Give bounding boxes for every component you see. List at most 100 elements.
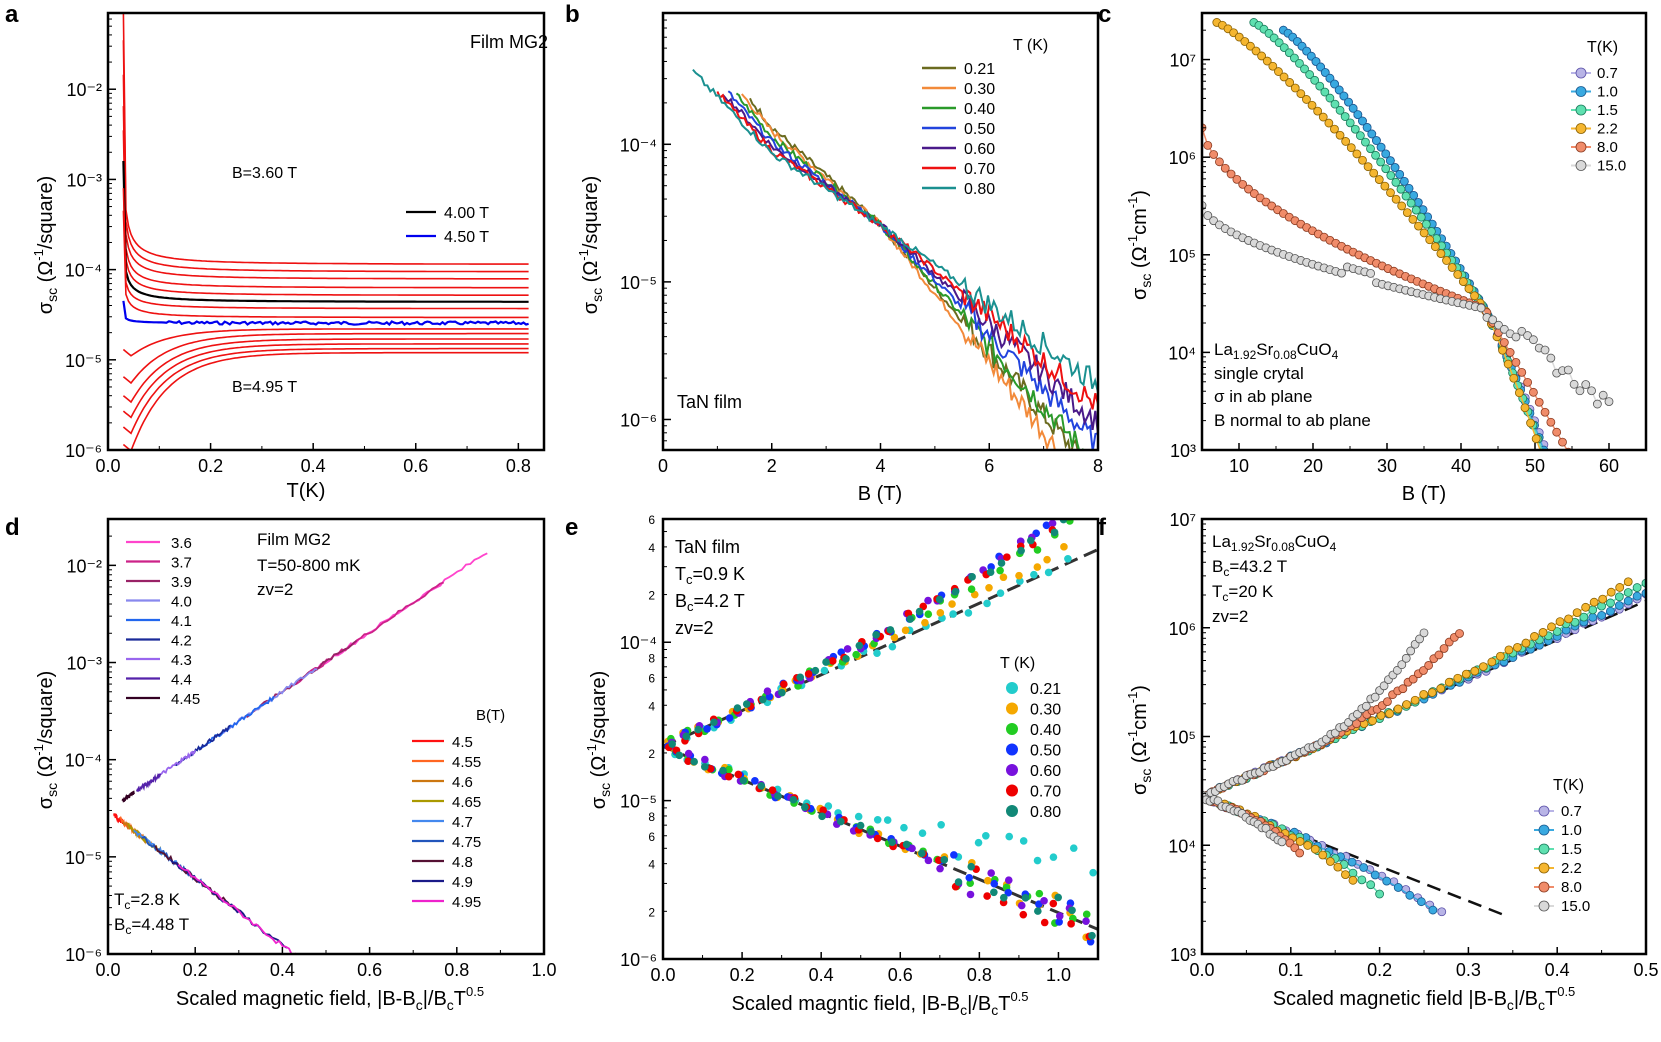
legend-marker-8.0 bbox=[1575, 141, 1587, 153]
point-1.0 bbox=[1572, 540, 1580, 548]
point-down-0.40 bbox=[1035, 889, 1044, 898]
point-1.5 bbox=[1289, 53, 1299, 63]
point-down-0.21 bbox=[883, 816, 892, 824]
point-8.0 bbox=[1383, 697, 1392, 707]
point-up-0.50 bbox=[703, 725, 711, 733]
panel-letter-e: e bbox=[565, 514, 578, 541]
x-tick-label: 0.4 bbox=[809, 965, 834, 985]
series-0.50 bbox=[727, 90, 1098, 450]
point-down-0.60 bbox=[1017, 901, 1026, 910]
point-1.5 bbox=[1569, 540, 1577, 548]
point-2.2 bbox=[1530, 632, 1539, 641]
point-up-0.60 bbox=[924, 596, 932, 605]
point-8.0 bbox=[1232, 174, 1242, 184]
point-0.7 bbox=[1572, 531, 1580, 539]
point-down-0.80 bbox=[1034, 907, 1042, 915]
x-tick-label: 1.0 bbox=[1046, 965, 1071, 985]
legend-label-4.55: 4.55 bbox=[452, 754, 481, 771]
legend-label-3.9: 3.9 bbox=[171, 574, 192, 591]
point-down-0.80 bbox=[757, 782, 766, 790]
panel-d-annotation-1: T=50-800 mK bbox=[257, 556, 361, 575]
point-1.5 bbox=[1585, 590, 1593, 598]
point-down-0.21 bbox=[1033, 856, 1042, 865]
point-2.2 bbox=[1470, 291, 1479, 301]
panel-e-annotation-3: zv=2 bbox=[675, 618, 714, 638]
x-tick-label: 0.0 bbox=[650, 965, 675, 985]
point-8.0 bbox=[1511, 358, 1521, 367]
point-2.2 bbox=[1549, 484, 1557, 492]
panel-a-annotation: Film MG2 bbox=[470, 32, 548, 52]
point-2.2 bbox=[1325, 857, 1335, 866]
point-15.0 bbox=[1337, 268, 1346, 278]
point-1.0 bbox=[1347, 857, 1357, 867]
point-8.0 bbox=[1540, 407, 1550, 417]
point-15.0 bbox=[1598, 390, 1608, 400]
point-8.0 bbox=[1534, 397, 1544, 407]
point-1.0 bbox=[1623, 596, 1633, 606]
x-tick-label: 0.6 bbox=[403, 456, 428, 476]
point-down-0.70 bbox=[983, 892, 991, 900]
panel-e-xlabel: Scaled magntic field, |B-Bc|/BcT0.5 bbox=[731, 989, 1028, 1018]
point-2.2 bbox=[1464, 284, 1474, 294]
y-tick-label: 10⁻⁶ bbox=[620, 950, 657, 970]
panel-d: 0.0 0.2 0.4 0.6 0.8 1.0 10⁻⁶ 10⁻⁵ 10⁻⁴ 10⁻³ 10⁻² F… bbox=[31, 517, 557, 1013]
curve-red bbox=[122, 188, 529, 310]
point-8.0 bbox=[1408, 674, 1418, 684]
point-1.5 bbox=[1544, 464, 1552, 472]
point-1.0 bbox=[1358, 116, 1367, 126]
point-1.5 bbox=[1345, 118, 1355, 128]
legend-label-4.3: 4.3 bbox=[171, 652, 192, 669]
y-minor-label: 8 bbox=[648, 652, 655, 666]
y-tick-label: 10⁶ bbox=[1169, 148, 1196, 168]
point-1.5 bbox=[1330, 99, 1340, 109]
point-1.5 bbox=[1575, 556, 1583, 564]
point-down-0.40 bbox=[1082, 910, 1091, 919]
panel-e-ylabel: σsc (Ω-1/square) bbox=[584, 671, 613, 809]
legend-marker-0.40 bbox=[1006, 723, 1018, 735]
x-tick-label: 60 bbox=[1599, 456, 1619, 476]
point-down-0.60 bbox=[1004, 876, 1013, 884]
point-1.0 bbox=[1416, 897, 1426, 907]
point-down-0.80 bbox=[675, 751, 684, 760]
point-2.2 bbox=[1302, 95, 1311, 104]
point-1.5 bbox=[1605, 660, 1613, 668]
point-1.0 bbox=[1393, 883, 1403, 892]
legend-marker-0.7 bbox=[1538, 805, 1550, 817]
point-down-0.80 bbox=[801, 803, 809, 812]
point-down-0.80 bbox=[856, 821, 865, 830]
legend-label-4.00T: 4.00 T bbox=[444, 205, 489, 222]
point-up-0.80 bbox=[1026, 536, 1035, 545]
point-8.0 bbox=[1203, 140, 1213, 150]
point-up-0.21 bbox=[820, 666, 829, 675]
y-tick-label: 10⁻⁴ bbox=[65, 751, 102, 771]
point-8.0 bbox=[1582, 478, 1590, 486]
y-tick-label: 10⁻⁶ bbox=[65, 945, 102, 965]
point-2.2 bbox=[1324, 118, 1334, 128]
point-down-0.70 bbox=[1067, 920, 1075, 928]
curve-red bbox=[122, 347, 529, 435]
point-1.5 bbox=[1421, 219, 1431, 229]
point-1.0 bbox=[1362, 123, 1372, 132]
point-down-0.60 bbox=[1040, 897, 1048, 905]
panel-a: 0.0 0.2 0.4 0.6 0.8 10⁻⁶ 10⁻⁵ 10⁻⁴ 10⁻³ 10⁻² Film… bbox=[31, 11, 548, 502]
panel-c-annotation-2: σ in ab plane bbox=[1214, 387, 1312, 406]
panel-d-legend: 3.6 3.7 3.9 4.0 4.1 4.2 4.3 4.4 4.45 4.5 4.55 4.6 4.… bbox=[126, 535, 481, 911]
point-8.0 bbox=[1523, 377, 1532, 387]
point-2.2 bbox=[1513, 642, 1522, 652]
point-1.5 bbox=[1366, 144, 1375, 154]
legend-label-2.2: 2.2 bbox=[1597, 121, 1618, 138]
legend-label-15.0: 15.0 bbox=[1597, 158, 1626, 175]
series-0.40 bbox=[735, 92, 1084, 450]
point-2.2 bbox=[1296, 89, 1306, 99]
legend-marker-0.21 bbox=[1006, 682, 1018, 694]
legend-marker-2.2 bbox=[1538, 862, 1550, 874]
series-line-up-8.0 bbox=[1202, 632, 1460, 797]
point-8.0 bbox=[1244, 184, 1253, 194]
panel-d-ylabel: σsc (Ω-1/square) bbox=[31, 671, 60, 809]
series-0.30 bbox=[741, 93, 1060, 450]
legend-label-1.0: 1.0 bbox=[1597, 84, 1618, 101]
point-8.0 bbox=[1424, 661, 1434, 670]
point-2.2 bbox=[1295, 837, 1305, 846]
point-up-0.30 bbox=[948, 600, 956, 608]
